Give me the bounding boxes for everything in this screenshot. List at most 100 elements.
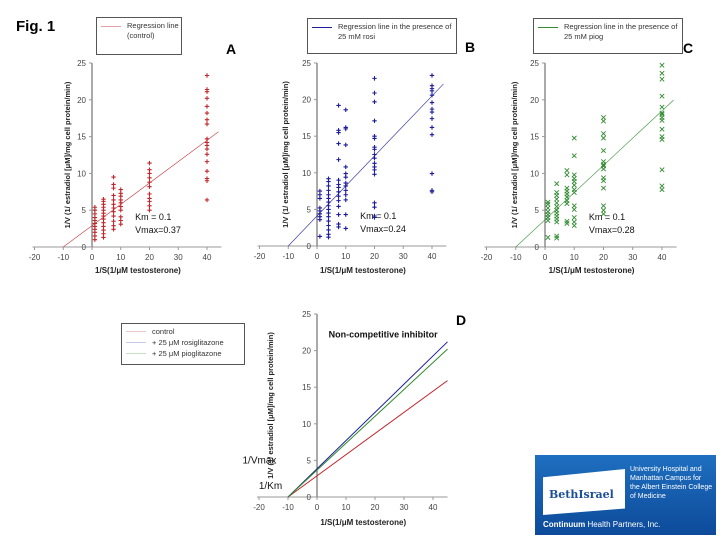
data-point	[429, 83, 435, 88]
x-tick-label: 10	[570, 253, 579, 262]
data-point	[554, 207, 560, 213]
legend-text: (control)	[127, 31, 155, 40]
legend-text: 25 mM piog	[564, 32, 604, 41]
data-point	[429, 100, 435, 105]
data-point	[600, 163, 607, 169]
y-tick-label: 20	[302, 347, 311, 356]
data-point	[343, 171, 348, 176]
km-annotation: 1/Km	[259, 481, 282, 492]
vmax-annotation: Vmax=0.28	[589, 225, 635, 235]
data-point	[659, 76, 665, 82]
data-point	[92, 205, 98, 210]
data-point	[204, 73, 210, 78]
legend-swatch-rosiglitazone	[312, 27, 332, 28]
data-point	[659, 187, 665, 193]
y-tick-label: 20	[530, 96, 539, 105]
x-axis-label: 1/S(1/μM testosterone)	[549, 266, 635, 275]
data-point	[336, 204, 341, 209]
data-point	[571, 187, 577, 193]
x-tick-label: -10	[510, 253, 522, 262]
x-tick-label: 10	[342, 503, 351, 512]
data-point	[92, 211, 98, 217]
data-point	[92, 233, 98, 239]
data-point	[204, 146, 210, 152]
data-point	[600, 211, 607, 217]
x-tick-label: -20	[29, 253, 41, 262]
data-point	[545, 234, 551, 240]
data-point	[317, 205, 323, 211]
data-point	[204, 140, 210, 145]
data-point	[429, 171, 435, 176]
x-tick-label: 30	[174, 253, 183, 262]
series-line	[287, 380, 448, 498]
data-point	[147, 184, 152, 189]
data-point	[204, 136, 210, 142]
data-point	[147, 196, 152, 201]
logo-subtitle: University Hospital and Manhattan Campus…	[630, 465, 715, 501]
data-point	[659, 126, 665, 132]
data-point	[429, 73, 435, 78]
x-tick-label: 30	[399, 252, 408, 261]
data-point	[372, 90, 377, 96]
data-point	[429, 93, 435, 98]
legend-text: control	[152, 327, 175, 336]
data-point	[343, 226, 348, 231]
legend-panel-b: Regression line in the presence of 25 mM …	[307, 18, 457, 54]
data-point	[204, 110, 210, 116]
legend-panel-d: control + 25 μM rosiglitazone + 25 μM pi…	[121, 323, 245, 365]
y-tick-label: 10	[530, 169, 539, 178]
y-tick-label: 0	[307, 242, 312, 251]
y-tick-label: 25	[302, 310, 311, 319]
logo-network-bold: Continuum	[543, 520, 586, 529]
regression-line	[63, 131, 219, 248]
data-point	[429, 116, 435, 121]
data-point	[600, 135, 607, 141]
data-point	[571, 206, 577, 212]
data-point	[372, 205, 377, 210]
data-point	[118, 214, 123, 220]
x-tick-label: 0	[315, 252, 320, 261]
data-point	[118, 187, 123, 192]
data-point	[204, 176, 210, 181]
regression-line	[515, 99, 674, 248]
y-axis-label: 1/V (1/ estradiol [μM]/mg cell protein/m…	[266, 332, 275, 479]
data-point	[336, 221, 341, 227]
logo-subtitle-line: University Hospital and	[630, 466, 702, 473]
data-point	[545, 209, 551, 215]
data-point	[336, 189, 341, 195]
data-point	[600, 118, 607, 124]
data-point	[545, 201, 551, 207]
km-annotation: Km = 0.1	[360, 211, 396, 221]
data-point	[372, 213, 377, 219]
data-point	[600, 159, 607, 165]
legend-text: + 25 μM rosiglitazone	[152, 338, 224, 347]
x-tick-label: 10	[116, 253, 125, 262]
data-point	[326, 232, 331, 237]
y-tick-label: 20	[77, 96, 86, 105]
data-point	[147, 203, 152, 208]
y-tick-label: 5	[307, 205, 312, 214]
data-point	[204, 87, 210, 92]
data-point	[204, 159, 210, 164]
data-point	[554, 204, 560, 210]
data-point	[429, 106, 435, 112]
y-tick-label: 5	[82, 206, 87, 215]
data-point	[659, 93, 665, 99]
data-point	[554, 181, 560, 187]
data-point	[564, 167, 570, 173]
logo-network-rest: Health Partners, Inc.	[585, 520, 661, 529]
data-point	[326, 192, 331, 197]
data-point	[111, 202, 116, 207]
logo-brand: BethIsrael	[549, 488, 614, 501]
data-point	[336, 177, 341, 183]
data-point	[343, 188, 348, 193]
data-point	[92, 237, 98, 242]
legend-swatch-control	[126, 331, 146, 332]
data-point	[111, 185, 116, 191]
data-point	[326, 183, 331, 189]
data-point	[659, 183, 665, 189]
data-point	[111, 174, 116, 180]
data-point	[659, 62, 665, 68]
data-point	[571, 203, 577, 209]
